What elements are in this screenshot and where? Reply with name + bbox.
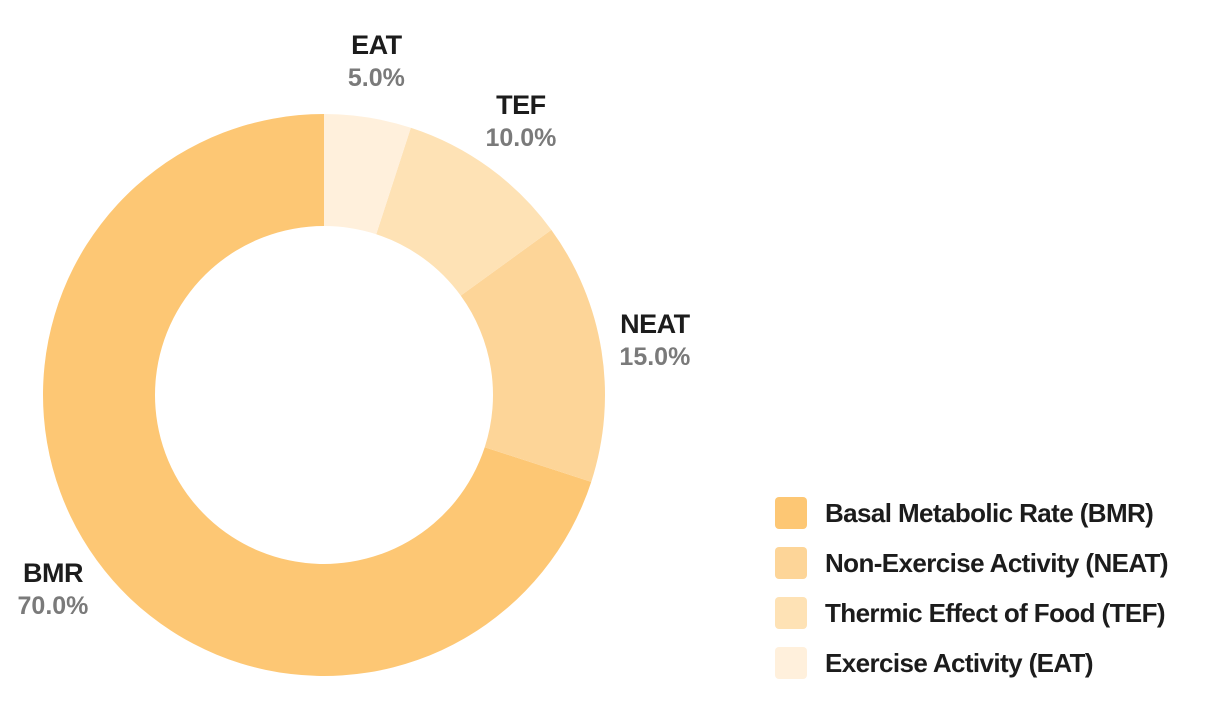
legend-label-bmr: Basal Metabolic Rate (BMR) bbox=[825, 497, 1154, 528]
legend-swatch-eat bbox=[775, 647, 807, 679]
legend-label-eat: Exercise Activity (EAT) bbox=[825, 647, 1094, 678]
slice-name-eat: EAT bbox=[351, 30, 402, 61]
slice-name-neat: NEAT bbox=[620, 308, 690, 339]
slice-bmr bbox=[42, 114, 592, 676]
legend-item-bmr: Basal Metabolic Rate (BMR) bbox=[775, 488, 1168, 538]
legend: Basal Metabolic Rate (BMR) Non-Exercise … bbox=[775, 488, 1169, 688]
legend-swatch-bmr bbox=[775, 497, 807, 529]
slice-value-neat: 15.0% bbox=[619, 342, 691, 371]
donut-chart bbox=[42, 114, 605, 676]
slice-name-tef: TEF bbox=[496, 89, 546, 120]
slice-label-neat: NEAT 15.0% bbox=[619, 307, 690, 373]
slice-label-eat: EAT 5.0% bbox=[348, 28, 405, 94]
slice-neat bbox=[460, 229, 605, 482]
slice-value-bmr: 70.0% bbox=[17, 591, 89, 620]
legend-item-eat: Exercise Activity (EAT) bbox=[775, 638, 1168, 688]
legend-label-neat: Non-Exercise Activity (NEAT) bbox=[825, 547, 1169, 578]
legend-item-neat: Non-Exercise Activity (NEAT) bbox=[775, 538, 1169, 588]
slice-value-eat: 5.0% bbox=[347, 64, 405, 93]
legend-label-tef: Thermic Effect of Food (TEF) bbox=[825, 597, 1166, 628]
legend-swatch-tef bbox=[775, 597, 807, 629]
slice-tef bbox=[376, 127, 552, 296]
slice-name-bmr: BMR bbox=[22, 557, 83, 588]
slice-label-bmr: BMR 70.0% bbox=[18, 556, 89, 622]
slice-value-tef: 10.0% bbox=[485, 123, 557, 152]
legend-swatch-neat bbox=[775, 547, 807, 579]
slice-label-tef: TEF 10.0% bbox=[485, 88, 556, 154]
slice-eat bbox=[324, 114, 411, 235]
legend-item-tef: Thermic Effect of Food (TEF) bbox=[775, 588, 1168, 638]
